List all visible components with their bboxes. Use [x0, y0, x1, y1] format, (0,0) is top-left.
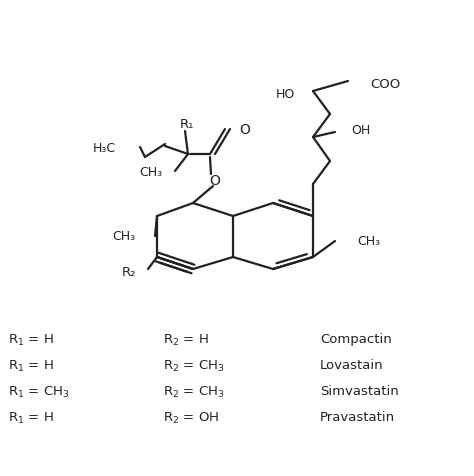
Text: Simvastatin: Simvastatin	[320, 385, 399, 397]
Text: R$_2$ = OH: R$_2$ = OH	[163, 409, 219, 425]
Text: COO: COO	[370, 77, 400, 90]
Text: CH₃: CH₃	[112, 230, 135, 243]
Text: Lovastain: Lovastain	[320, 359, 383, 372]
Text: O: O	[210, 174, 220, 188]
Text: R$_1$ = H: R$_1$ = H	[8, 409, 54, 425]
Text: O: O	[239, 123, 250, 137]
Text: Pravastatin: Pravastatin	[320, 411, 395, 424]
Text: CH₃: CH₃	[139, 166, 162, 179]
Text: R$_2$ = CH$_3$: R$_2$ = CH$_3$	[163, 384, 225, 399]
Text: R$_2$ = CH$_3$: R$_2$ = CH$_3$	[163, 357, 225, 373]
Text: R$_1$ = H: R$_1$ = H	[8, 332, 54, 347]
Text: OH: OH	[351, 123, 370, 136]
Text: R₁: R₁	[180, 118, 194, 131]
Text: R₂: R₂	[121, 265, 136, 278]
Text: CH₃: CH₃	[357, 235, 380, 248]
Text: R$_1$ = CH$_3$: R$_1$ = CH$_3$	[8, 384, 70, 399]
Text: R$_1$ = H: R$_1$ = H	[8, 357, 54, 373]
Text: HO: HO	[276, 87, 295, 100]
Text: H₃C: H₃C	[93, 141, 116, 154]
Text: Compactin: Compactin	[320, 333, 392, 346]
Text: R$_2$ = H: R$_2$ = H	[163, 332, 209, 347]
